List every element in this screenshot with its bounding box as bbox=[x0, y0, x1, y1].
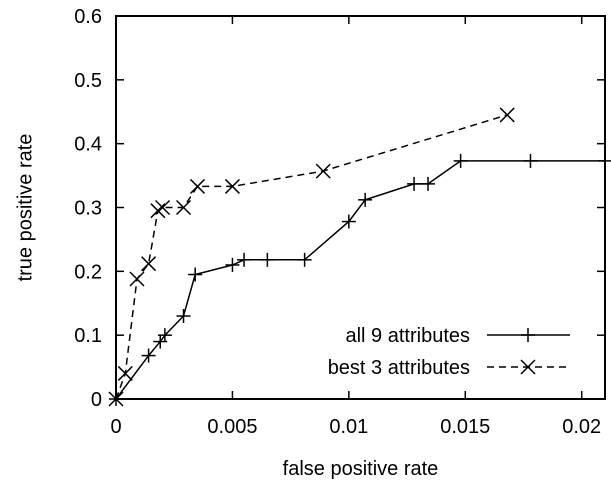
x-tick-label: 0 bbox=[110, 416, 121, 438]
x-tick-label: 0.02 bbox=[562, 416, 601, 438]
data-point bbox=[141, 348, 156, 363]
data-point bbox=[175, 199, 192, 216]
data-point bbox=[499, 107, 515, 123]
y-tick-label: 0.4 bbox=[74, 134, 102, 156]
data-point bbox=[176, 309, 191, 324]
series-line-2 bbox=[115, 114, 508, 400]
data-point bbox=[188, 267, 203, 282]
series-layer bbox=[108, 107, 611, 407]
data-point bbox=[225, 257, 240, 272]
y-tick-label: 0.2 bbox=[74, 261, 102, 283]
data-point bbox=[341, 214, 356, 229]
data-point bbox=[407, 176, 422, 191]
y-tick-label: 0.5 bbox=[74, 70, 102, 92]
data-point bbox=[523, 153, 538, 168]
legend-label: best 3 attributes bbox=[328, 357, 470, 379]
y-tick-label: 0.3 bbox=[74, 198, 102, 220]
data-point bbox=[224, 178, 240, 194]
y-tick-label: 0.6 bbox=[74, 6, 102, 28]
data-point bbox=[315, 163, 331, 179]
data-point bbox=[260, 252, 275, 267]
data-point bbox=[117, 365, 133, 381]
data-point bbox=[453, 153, 468, 168]
y-axis-label: true positive rate bbox=[14, 134, 36, 282]
x-tick-label: 0.005 bbox=[207, 416, 257, 438]
plot-frame bbox=[115, 15, 606, 400]
data-point bbox=[297, 252, 312, 267]
data-point bbox=[141, 256, 157, 272]
x-tick-label: 0.015 bbox=[440, 416, 490, 438]
x-axis-label: false positive rate bbox=[283, 458, 439, 480]
axis-ticks: 0 0.005 0.01 0.015 0.02 0 0.1 0.2 0.3 0.4 0.5 0.6 bbox=[74, 6, 605, 438]
data-point bbox=[150, 203, 166, 219]
y-tick-label: 0.1 bbox=[74, 325, 102, 347]
data-point bbox=[421, 176, 436, 191]
legend: all 9 attributes best 3 attributes bbox=[328, 325, 570, 379]
x-tick-label: 0.01 bbox=[329, 416, 368, 438]
y-tick-label: 0 bbox=[91, 389, 102, 411]
legend-marker bbox=[520, 359, 536, 375]
data-point bbox=[189, 178, 206, 194]
legend-label: all 9 attributes bbox=[345, 325, 470, 347]
data-point bbox=[237, 252, 252, 267]
legend-marker bbox=[521, 328, 535, 342]
data-point bbox=[129, 271, 145, 287]
data-point bbox=[358, 192, 373, 207]
data-point bbox=[157, 328, 172, 343]
data-point bbox=[155, 199, 171, 216]
